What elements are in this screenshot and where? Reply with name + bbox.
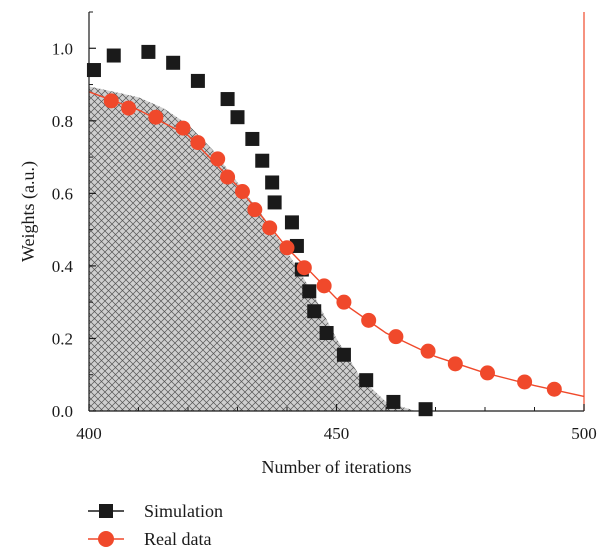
real-data-point — [121, 100, 137, 116]
x-tick-label: 400 — [76, 424, 102, 443]
real-data-point — [316, 278, 332, 294]
x-tick-label: 450 — [324, 424, 350, 443]
real-data-points — [103, 93, 562, 397]
y-axis-title: Weights (a.u.) — [18, 161, 39, 262]
simulation-point — [418, 402, 433, 417]
real-data-point — [148, 109, 164, 125]
real-data-point — [388, 329, 404, 345]
real-data-point — [479, 365, 495, 381]
real-data-point — [234, 184, 250, 200]
real-data-point — [296, 260, 312, 276]
legend-simulation-marker — [99, 504, 113, 518]
legend-item-real-data: Real data — [88, 529, 211, 549]
real-data-point — [420, 343, 436, 359]
real-data-point — [279, 240, 295, 256]
y-tick-label: 0.0 — [52, 402, 73, 421]
simulation-point — [245, 131, 260, 146]
simulation-point — [319, 326, 334, 341]
simulation-point — [336, 347, 351, 362]
real-data-point — [361, 312, 377, 328]
fit-line-group — [88, 91, 585, 398]
simulation-point — [265, 175, 280, 190]
real-data-point — [546, 381, 562, 397]
real-data-point — [210, 151, 226, 167]
x-ticks: 400 450 500 — [76, 404, 597, 443]
real-data-fit-line — [88, 91, 585, 398]
simulation-point — [141, 44, 156, 59]
simulation-point — [302, 284, 317, 299]
simulation-point — [220, 92, 235, 107]
legend-real-data-marker — [98, 531, 114, 547]
real-data-point — [175, 120, 191, 136]
real-data-point — [220, 169, 236, 185]
simulation-point — [386, 394, 401, 409]
real-data-point — [336, 294, 352, 310]
simulation-point — [106, 48, 121, 63]
real-data-point — [447, 356, 463, 372]
y-tick-label: 0.4 — [52, 257, 74, 276]
simulation-point — [267, 195, 282, 210]
simulation-point — [284, 215, 299, 230]
axes: 400 450 500 0.0 0.2 0.4 0.6 0.8 1.0 — [52, 11, 597, 443]
legend: Simulation Real data — [88, 501, 223, 549]
real-data-point — [517, 374, 533, 390]
y-tick-label: 0.2 — [52, 329, 73, 348]
x-axis-title: Number of iterations — [262, 457, 412, 477]
simulation-point — [86, 63, 101, 78]
legend-real-data-label: Real data — [144, 529, 211, 549]
legend-item-simulation: Simulation — [88, 501, 223, 521]
real-data-point — [247, 202, 263, 218]
shaded-region — [89, 86, 416, 411]
simulation-point — [359, 373, 374, 388]
hatched-area — [89, 86, 416, 411]
y-tick-label: 0.6 — [52, 184, 73, 203]
y-ticks: 0.0 0.2 0.4 0.6 0.8 1.0 — [52, 11, 96, 421]
simulation-point — [307, 304, 322, 319]
real-data-point — [262, 220, 278, 236]
simulation-point — [166, 55, 181, 70]
real-data-point — [190, 135, 206, 151]
x-tick-label: 500 — [571, 424, 597, 443]
legend-simulation-label: Simulation — [144, 501, 223, 521]
y-tick-label: 0.8 — [52, 112, 73, 131]
simulation-point — [230, 110, 245, 125]
simulation-point — [255, 153, 270, 168]
real-data-point — [103, 93, 119, 109]
y-tick-label: 1.0 — [52, 39, 73, 58]
simulation-point — [190, 73, 205, 88]
